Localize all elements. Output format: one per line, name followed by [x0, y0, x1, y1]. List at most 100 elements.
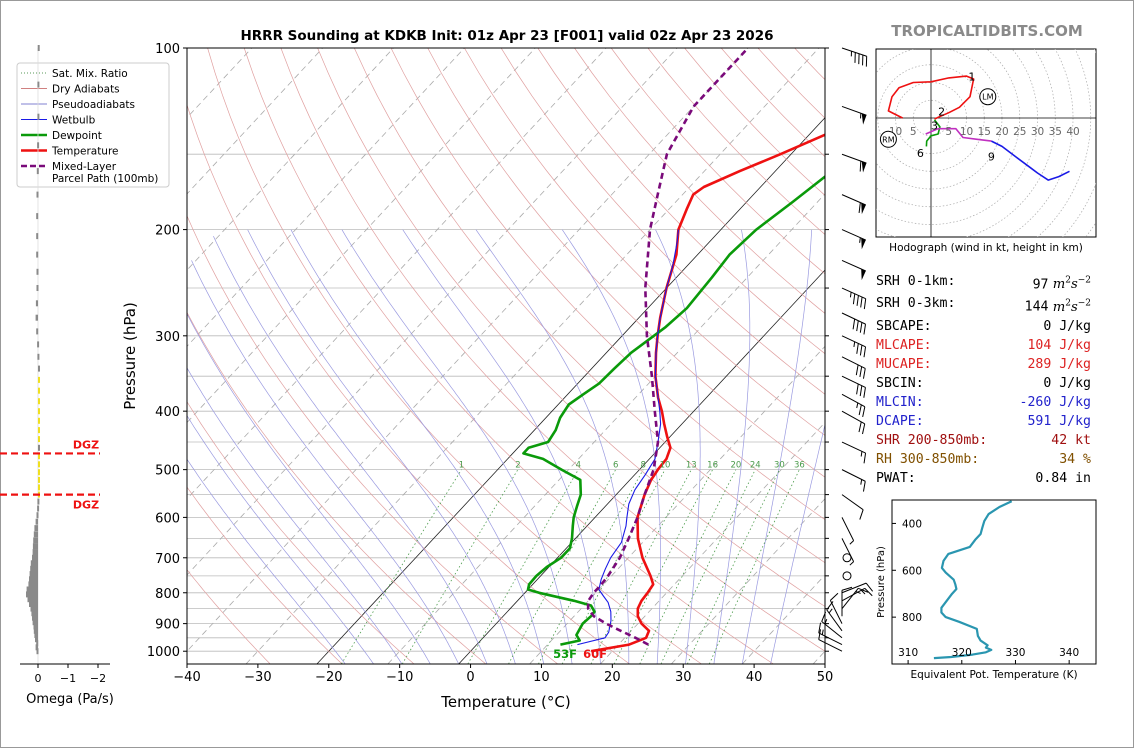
parameter-unit: m2s−2: [1052, 298, 1091, 315]
parameter-unit: J/kg: [1051, 413, 1091, 429]
dry-adiabat-line: [187, 569, 271, 664]
omega-bar: [38, 408, 40, 415]
omega-bar: [38, 365, 40, 372]
legend-label-line2: Parcel Path (100mb): [52, 173, 158, 185]
mixing-ratio-line: [401, 469, 519, 664]
parameter-number: 0: [1043, 318, 1052, 334]
omega-tick-label: −1: [60, 672, 76, 685]
pseudoadiabat-line: [187, 367, 403, 664]
parameter-unit: in: [1067, 470, 1091, 486]
hodograph-caption: Hodograph (wind in kt, height in km): [889, 242, 1083, 254]
dry-adiabat-line: [187, 103, 630, 664]
theta-y-tick-label: 800: [902, 612, 922, 624]
hodograph-height-label: 2: [938, 106, 945, 119]
wind-barb: [818, 622, 843, 646]
mixing-ratio-line: [639, 469, 737, 664]
x-tick-label: 0: [466, 670, 474, 685]
parameter-row: PWAT: 0.84 in: [876, 469, 1091, 488]
isotherm-line: [187, 48, 465, 347]
y-tick-label: 600: [155, 511, 180, 526]
wind-barbs: [818, 47, 874, 652]
omega-bar: [36, 233, 39, 240]
omega-bar: [38, 427, 40, 434]
parameter-number: 0.84: [1035, 470, 1068, 486]
storm-motion-marker-lm: [979, 88, 997, 106]
parameter-row: SRH 0-3km: 144 m2s−2: [876, 294, 1091, 316]
dgz-label: DGZ: [73, 499, 99, 512]
omega-bar: [35, 518, 38, 525]
mixing-ratio-label: 36: [794, 461, 805, 471]
pseudoadiabat-line: [187, 415, 374, 664]
wind-barb: [841, 517, 855, 545]
parameter-unit: kt: [1067, 432, 1091, 448]
pseudoadiabat-line: [247, 229, 516, 664]
omega-bar: [38, 469, 40, 476]
parameter-value: 104 J/kg: [1027, 336, 1091, 355]
hodograph-ring-label: 15: [978, 126, 991, 138]
legend-box: [16, 62, 170, 188]
parameter-label: SRH 0-3km:: [876, 296, 956, 312]
y-tick-label: 700: [155, 552, 180, 567]
wind-barb: [841, 494, 864, 520]
wind-barb: [841, 356, 866, 379]
hodograph-ring-label: 20: [995, 126, 1008, 138]
parameter-value: 289 J/kg: [1027, 355, 1091, 374]
hodograph-height-label: 3: [931, 119, 938, 132]
parameter-row: MUCAPE: 289 J/kg: [876, 355, 1091, 374]
theta-x-tick-label: 330: [1005, 647, 1025, 659]
isotherm-line: [187, 48, 536, 424]
storm-motion-label: LM: [982, 93, 993, 102]
parameter-label: DCAPE:: [876, 413, 924, 429]
wind-barb: [841, 538, 855, 566]
isotherm-line: [671, 498, 825, 664]
theta-y-tick-label: 600: [902, 565, 922, 577]
parameter-value: -260 J/kg: [1020, 393, 1091, 412]
wind-barb: [829, 592, 843, 624]
x-tick-label: 20: [604, 670, 621, 685]
parameter-number: 289: [1027, 356, 1052, 372]
dry-adiabat-line: [187, 486, 343, 664]
mixing-ratio-label: 4: [576, 461, 581, 471]
mixing-ratio-line: [590, 469, 692, 664]
wind-barb: [841, 586, 853, 617]
wind-barb: [841, 335, 867, 358]
omega-xlabel: Omega (Pa/s): [26, 692, 114, 707]
isotherm-line: [187, 48, 394, 271]
parameter-label: SBCIN:: [876, 375, 924, 391]
y-tick-label: 500: [155, 464, 180, 479]
hodograph-ring-label: 5: [910, 126, 917, 138]
omega-bar: [37, 341, 40, 348]
isotherm-line: [187, 48, 749, 652]
pseudoadiabat-line: [713, 229, 751, 664]
parameter-unit: J/kg: [1051, 356, 1091, 372]
theta-e-line: [933, 500, 1013, 660]
parameter-label: SHR 200-850mb:: [876, 432, 988, 448]
x-tick-label: −20: [315, 670, 342, 685]
hodograph-segment: [991, 140, 1070, 181]
omega-bar: [28, 581, 38, 588]
mixing-ratio-line: [341, 469, 462, 664]
wind-barb: [841, 229, 866, 250]
omega-bar: [38, 453, 40, 460]
parameter-number: 34: [1059, 451, 1076, 467]
omega-bar: [32, 543, 38, 550]
parameter-label: MUCAPE:: [876, 356, 932, 372]
dry-adiabat-line: [317, 48, 825, 607]
hodograph-segment: [925, 127, 992, 142]
parameter-label: PWAT:: [876, 470, 916, 486]
parameter-number: 0: [1043, 375, 1052, 391]
wind-barb: [841, 410, 866, 435]
omega-bar: [37, 81, 40, 88]
parameter-value: 0 J/kg: [1043, 317, 1091, 336]
skewt-xlabel: Temperature (°C): [440, 693, 570, 711]
parameter-label: SRH 0-1km:: [876, 274, 956, 289]
pseudoadiabat-line: [655, 229, 701, 664]
theta-x-tick-label: 320: [952, 647, 972, 659]
theta-y-tick-label: 400: [902, 518, 922, 530]
wind-barb: [841, 47, 868, 67]
omega-bar: [29, 576, 38, 583]
legend-label: Dewpoint: [52, 130, 102, 142]
wind-barb: [841, 153, 867, 173]
theta-e-frame: [891, 499, 1097, 665]
dry-adiabat-line: [187, 214, 559, 664]
